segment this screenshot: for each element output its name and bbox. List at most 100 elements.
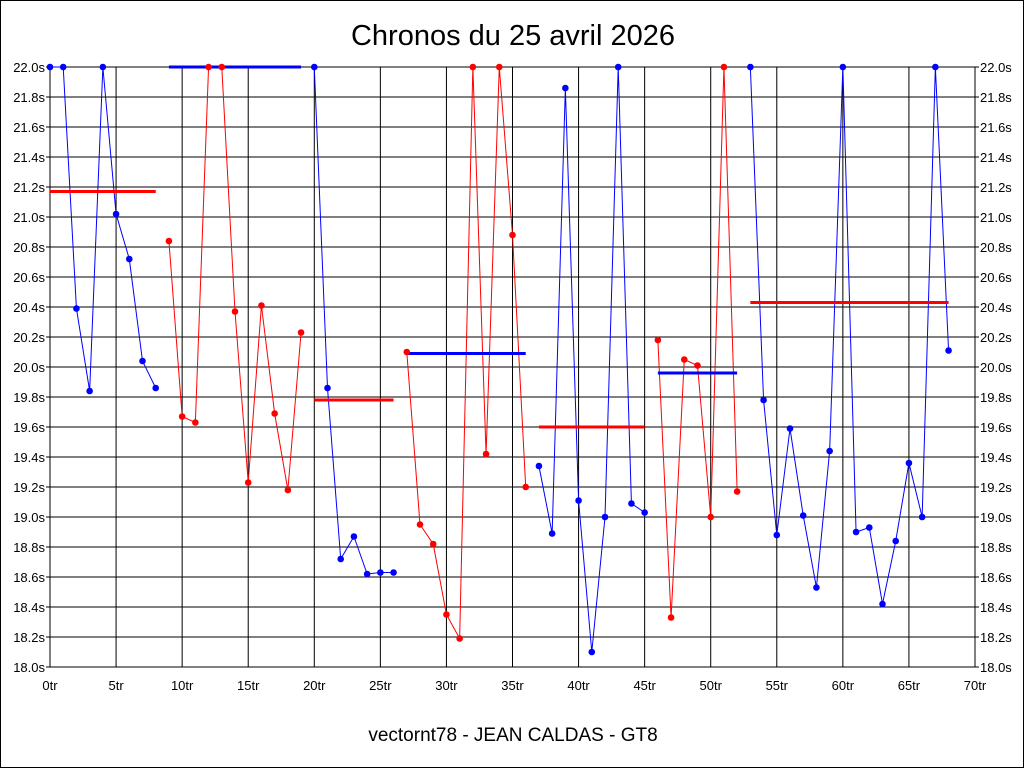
y-tick-label-right: 20.0s [980,360,1012,375]
red-lap-point [284,486,292,494]
red-lap-point [258,302,265,309]
x-tick-label: 0tr [42,678,58,693]
y-tick-label-right: 19.4s [980,450,1012,465]
blue-lap-point [46,63,54,71]
red-lap-point [733,488,741,495]
blue-lap-point [932,63,939,71]
y-tick-label-left: 21.6s [13,120,45,135]
x-tick-label: 40tr [567,678,590,693]
axis-ticks: 18.0s 18.0s 18.2s 18.2s 18.4s 18.4s 18.6s 18.6s… [13,60,1012,693]
x-tick-label: 25tr [369,678,392,693]
red-lap-point [416,521,424,528]
blue-lap-point [99,63,107,71]
y-tick-label-left: 20.2s [13,330,45,345]
red-lap-point [654,336,662,344]
red-lap-point [509,231,516,239]
blue-lap-point [377,569,384,576]
red-lap-point [403,348,411,356]
blue-lap-point [337,555,345,563]
red-lap-point [244,479,252,486]
y-tick-label-left: 21.4s [13,150,45,165]
x-tick-label: 65tr [898,678,921,693]
x-tick-label: 70tr [964,678,987,693]
red-lap-point [297,329,305,336]
plot-area [46,63,952,656]
blue-lap-point [865,524,873,531]
y-tick-label-left: 19.0s [13,510,45,525]
blue-lap-point [310,63,318,71]
y-tick-label-left: 20.8s [13,240,45,255]
chart-title: Chronos du 25 avril 2026 [351,20,675,52]
blue-lap-point [892,537,900,545]
y-tick-label-right: 21.8s [980,90,1012,105]
red-lap-point [205,63,212,71]
blue-lap-point [839,63,847,71]
blue-lap-point [125,255,133,263]
y-tick-label-left: 20.4s [13,300,45,315]
y-tick-label-left: 18.4s [13,600,45,615]
red-lap-point [667,614,675,621]
blue-lap-point [350,533,358,540]
x-tick-label: 60tr [832,678,855,693]
blue-lap-point [799,512,807,519]
y-tick-label-right: 20.4s [980,300,1012,315]
x-tick-label: 45tr [633,678,656,693]
x-tick-label: 20tr [303,678,326,693]
x-tick-label: 5tr [108,678,124,693]
y-tick-label-right: 21.0s [980,210,1012,225]
red-lap-point [165,237,173,245]
x-tick-label: 50tr [700,678,723,693]
y-tick-label-right: 21.4s [980,150,1012,165]
blue-lap-point [548,530,556,537]
blue-lap-point [86,387,93,395]
blue-lap-point [152,384,160,392]
blue-series-line [313,66,394,575]
y-tick-label-right: 18.4s [980,600,1012,615]
blue-lap-point [575,497,582,504]
red-lap-point [271,410,278,417]
x-tick-label: 30tr [435,678,458,693]
y-tick-label-right: 22.0s [980,60,1012,75]
y-tick-label-right: 18.6s [980,570,1012,585]
blue-lap-point [945,347,952,354]
y-tick-label-left: 20.6s [13,270,45,285]
y-tick-label-right: 21.2s [980,180,1012,195]
y-tick-label-left: 18.6s [13,570,45,585]
blue-lap-point [614,63,622,71]
y-tick-label-right: 20.8s [980,240,1012,255]
chart-footer-label: vectornt78 - JEAN CALDAS - GT8 [368,725,657,746]
plot-border [49,66,976,668]
red-lap-point [178,413,186,420]
blue-lap-point [760,396,767,404]
blue-lap-point [535,462,543,470]
red-lap-point [456,635,463,642]
blue-lap-point [324,384,331,392]
red-lap-point [495,63,503,71]
y-tick-label-right: 18.8s [980,540,1012,555]
y-tick-label-right: 19.2s [980,480,1012,495]
blue-lap-point [641,509,648,516]
x-tick-label: 35tr [501,678,524,693]
y-tick-label-left: 20.0s [13,360,45,375]
y-tick-label-right: 19.0s [980,510,1012,525]
blue-lap-point [601,513,609,521]
red-lap-point [429,540,437,548]
y-tick-label-left: 19.4s [13,450,45,465]
red-lap-point [192,419,199,426]
red-lap-point [680,356,688,363]
y-tick-label-right: 18.2s [980,630,1012,645]
blue-lap-point [112,210,120,218]
y-tick-label-right: 18.0s [980,660,1012,675]
y-tick-label-right: 20.6s [980,270,1012,285]
red-lap-point [720,63,728,71]
blue-lap-point [852,528,860,536]
x-tick-label: 10tr [171,678,194,693]
y-tick-label-right: 21.6s [980,120,1012,135]
x-tick-label: 15tr [237,678,260,693]
blue-lap-point [747,63,754,71]
y-tick-label-right: 20.2s [980,330,1012,345]
y-tick-label-left: 18.0s [13,660,45,675]
blue-series-line [538,66,645,653]
